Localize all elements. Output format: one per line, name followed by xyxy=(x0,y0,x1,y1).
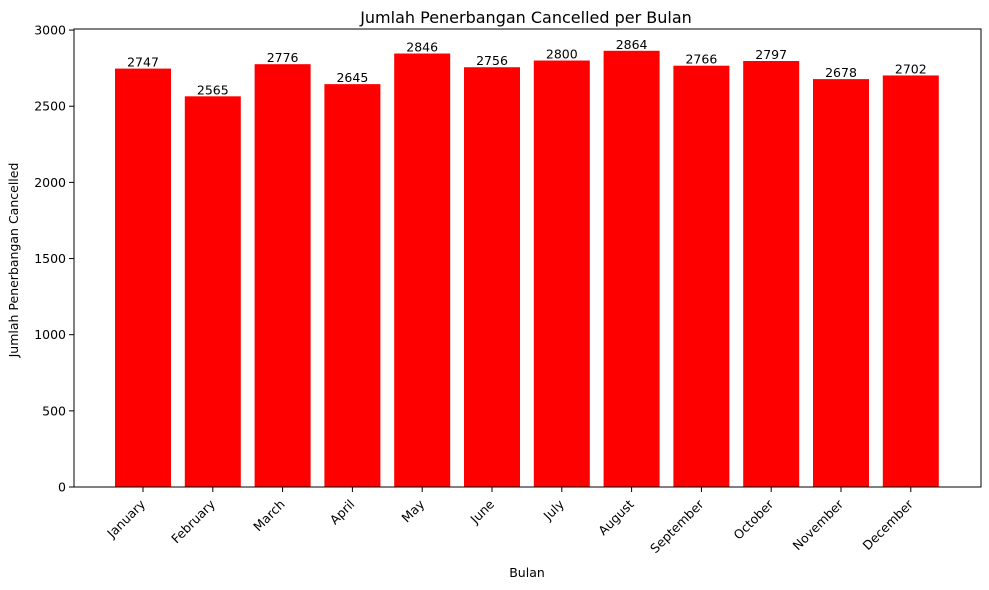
data-label-march: 2776 xyxy=(267,50,299,65)
y-tick-label: 2500 xyxy=(34,99,66,114)
data-label-october: 2797 xyxy=(755,47,787,62)
data-label-april: 2645 xyxy=(336,70,368,85)
bar-april xyxy=(324,84,381,487)
data-label-september: 2766 xyxy=(685,52,717,67)
x-tick-label-november: November xyxy=(790,496,847,553)
data-label-january: 2747 xyxy=(127,55,159,70)
y-tick-label: 1500 xyxy=(34,251,66,266)
data-label-december: 2702 xyxy=(895,61,927,76)
bars xyxy=(115,50,939,488)
plot-frame xyxy=(73,28,982,488)
y-axis: 0 500 1000 1500 2000 2500 3000 xyxy=(34,23,74,495)
data-label-november: 2678 xyxy=(825,65,857,80)
data-label-june: 2756 xyxy=(476,53,508,68)
data-label-july: 2800 xyxy=(546,47,578,62)
y-tick-label: 1000 xyxy=(34,327,66,342)
x-tick-label-june: June xyxy=(467,496,498,527)
x-tick-label-february: February xyxy=(168,496,218,546)
bar-may xyxy=(394,53,451,487)
bar-march xyxy=(254,64,311,488)
y-tick-label: 500 xyxy=(42,403,66,418)
bar-june xyxy=(464,67,520,487)
data-label-february: 2565 xyxy=(197,82,229,97)
bar-january xyxy=(115,68,171,488)
data-labels: 2747 2565 2776 2645 2846 2756 2800 2864 2766 2797… xyxy=(127,37,927,98)
x-tick-label-december: December xyxy=(859,496,916,553)
y-tick-label: 3000 xyxy=(34,23,66,38)
x-axis: January February March April May June July Augu… xyxy=(103,487,917,556)
data-label-august: 2864 xyxy=(616,37,648,52)
data-label-may: 2846 xyxy=(406,40,438,55)
x-axis-label: Bulan xyxy=(509,565,545,580)
x-tick-label-may: May xyxy=(398,496,427,525)
x-tick-label-october: October xyxy=(730,496,777,543)
chart-title: Jumlah Penerbangan Cancelled per Bulan xyxy=(359,8,692,27)
x-tick-label-april: April xyxy=(327,497,358,528)
bar-october xyxy=(743,60,800,488)
y-tick-label: 2000 xyxy=(34,175,66,190)
x-tick-label-january: January xyxy=(103,496,148,541)
y-tick-label: 0 xyxy=(58,480,66,495)
bar-july xyxy=(533,60,590,487)
bar-february xyxy=(184,96,241,487)
x-tick-label-july: July xyxy=(540,496,568,524)
y-axis-label: Jumlah Penerbangan Cancelled xyxy=(6,163,21,359)
x-tick-label-march: March xyxy=(250,497,288,535)
bar-september xyxy=(673,65,730,487)
bar-november xyxy=(813,79,869,487)
bar-december xyxy=(882,75,939,487)
x-tick-label-august: August xyxy=(595,496,637,538)
bar-august xyxy=(603,50,660,487)
x-tick-label-september: September xyxy=(647,496,707,556)
